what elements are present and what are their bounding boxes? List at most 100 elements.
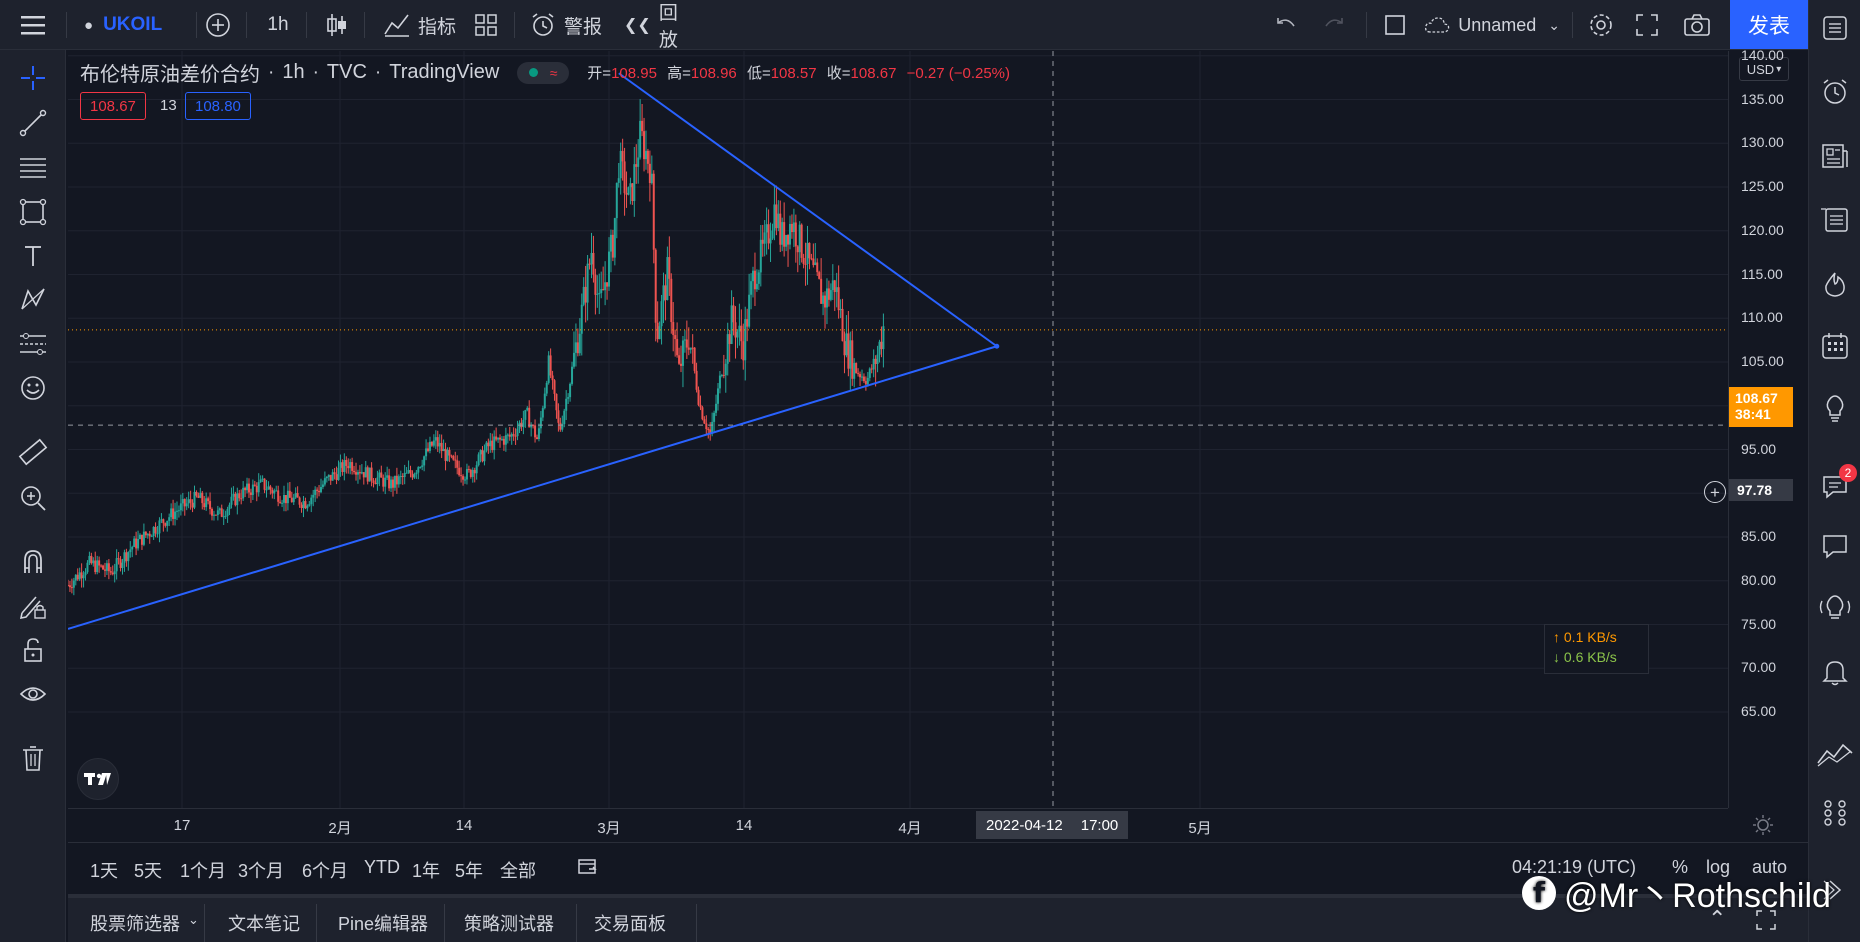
candle-body: [222, 516, 225, 518]
candle-body: [113, 571, 116, 575]
buy-price-button[interactable]: 108.80: [185, 92, 251, 120]
calendar-icon[interactable]: [1815, 326, 1855, 366]
compare-symbol-button[interactable]: [204, 0, 232, 50]
undo-button[interactable]: [1272, 0, 1300, 50]
range-button[interactable]: 5天: [134, 861, 163, 881]
price-scale[interactable]: USD ▾ 140.00 135.00 130.00 125.00 120.00 115.…: [1728, 47, 1806, 808]
templates-button[interactable]: [472, 0, 500, 50]
magnet-icon[interactable]: [13, 542, 53, 582]
candle-body: [506, 434, 509, 436]
rectangle-tool-icon[interactable]: [13, 192, 53, 232]
chevron-up-icon[interactable]: ⌃: [1708, 906, 1727, 931]
candle-body: [602, 289, 605, 291]
trash-icon[interactable]: [13, 738, 53, 778]
range-button[interactable]: 全部: [500, 861, 536, 881]
bottom-tab[interactable]: 交易面板: [594, 914, 666, 934]
range-button[interactable]: 5年: [455, 861, 484, 881]
interval-button[interactable]: 1h: [267, 14, 289, 35]
range-button[interactable]: 1天: [90, 861, 119, 881]
candle-body: [327, 474, 330, 477]
candle-body: [109, 571, 112, 573]
market-status-pill[interactable]: ≈: [517, 61, 570, 84]
zoom-in-icon[interactable]: [13, 478, 53, 518]
candle-body: [685, 339, 688, 348]
pattern-tool-icon[interactable]: [13, 280, 53, 320]
candle-body: [360, 472, 363, 474]
range-button[interactable]: 1年: [412, 861, 441, 881]
data-window-icon[interactable]: [1815, 200, 1855, 240]
price-chart[interactable]: [68, 51, 1728, 808]
alerts-button[interactable]: 警报: [530, 0, 602, 50]
hotlist-flame-icon[interactable]: [1815, 264, 1855, 304]
crosshair-tool-icon[interactable]: [13, 58, 53, 98]
indicators-button[interactable]: 指标: [380, 0, 460, 50]
sell-price-button[interactable]: 108.67: [80, 92, 146, 120]
chat-icon[interactable]: 2: [1815, 464, 1857, 506]
replay-label: 回放: [658, 3, 678, 51]
time-tick-label: 14: [735, 817, 753, 834]
alarm-clock-icon[interactable]: [1815, 72, 1855, 112]
object-tree-icon[interactable]: [1815, 792, 1855, 832]
emoji-tool-icon[interactable]: [13, 368, 53, 408]
notification-bell-icon[interactable]: [1815, 652, 1855, 692]
news-icon[interactable]: [1815, 136, 1855, 176]
collapse-sidebar-icon[interactable]: [1815, 870, 1855, 910]
candle-body: [615, 182, 618, 219]
chart-grid: [68, 51, 1728, 808]
symbol-description[interactable]: 布伦特原油差价合约: [80, 64, 260, 86]
text-tool-icon[interactable]: [13, 236, 53, 276]
bottom-tab[interactable]: 文本笔记: [228, 914, 300, 934]
maximize-panel-icon[interactable]: [1756, 910, 1776, 935]
redo-button[interactable]: [1320, 0, 1348, 50]
lock-drawing-mode-icon[interactable]: [13, 586, 53, 626]
chart-settings-sun-icon[interactable]: [1750, 812, 1776, 838]
range-button[interactable]: 3个月: [238, 861, 285, 881]
utc-clock[interactable]: 04:21:19 (UTC): [1512, 857, 1637, 877]
tradingview-logo[interactable]: [77, 758, 119, 800]
watchlist-icon[interactable]: [1815, 8, 1855, 48]
save-layout-button[interactable]: Unnamed ⌄: [1424, 0, 1560, 50]
publish-button[interactable]: 发表: [1730, 0, 1808, 49]
currency-button[interactable]: USD ▾: [1739, 57, 1789, 81]
range-button[interactable]: YTD: [364, 857, 400, 877]
eye-icon[interactable]: [13, 674, 53, 714]
chart-type-button[interactable]: [320, 0, 354, 50]
add-alert-plus-icon[interactable]: +: [1704, 481, 1726, 503]
go-to-date-icon[interactable]: [576, 855, 602, 881]
indicators-label: 指标: [417, 16, 456, 38]
fib-retracement-tool-icon[interactable]: [13, 148, 53, 188]
bottom-tab[interactable]: 策略测试器: [464, 914, 554, 934]
settings-button[interactable]: [1586, 0, 1616, 50]
bottom-tab[interactable]: Pine编辑器: [338, 914, 429, 934]
layout-select-button[interactable]: [1380, 0, 1410, 50]
candle-body: [96, 560, 99, 573]
auto-toggle[interactable]: auto: [1752, 857, 1788, 877]
candle-body: [728, 334, 731, 344]
square-icon: [1385, 15, 1405, 35]
log-toggle[interactable]: log: [1706, 857, 1731, 877]
ruler-tool-icon[interactable]: [13, 432, 53, 472]
symbol-search-button[interactable]: ● UKOIL: [84, 0, 194, 50]
fullscreen-button[interactable]: [1632, 0, 1662, 50]
percent-toggle[interactable]: %: [1672, 857, 1689, 877]
menu-icon[interactable]: [14, 0, 52, 50]
crosshair-time: 17:00: [1080, 816, 1119, 834]
range-button[interactable]: 1个月: [180, 861, 227, 881]
candle-body: [860, 376, 863, 378]
tips-lightbulb-icon[interactable]: [1815, 588, 1855, 628]
range-button[interactable]: 6个月: [302, 861, 349, 881]
messages-icon[interactable]: [1815, 526, 1855, 566]
candle-body: [343, 459, 346, 472]
trading-chart-icon[interactable]: [1815, 734, 1855, 774]
replay-button[interactable]: ❮❮ 回放: [624, 0, 694, 51]
unlock-icon[interactable]: [13, 630, 53, 670]
prediction-tool-icon[interactable]: [13, 324, 53, 364]
chevron-down-icon[interactable]: ⌄: [188, 912, 199, 927]
snapshot-button[interactable]: [1680, 0, 1714, 50]
bottom-tab[interactable]: 股票筛选器: [90, 914, 180, 934]
candle-body: [465, 469, 468, 480]
time-tick-label: 14: [455, 817, 473, 834]
trend-line-tool-icon[interactable]: [13, 103, 53, 143]
time-axis[interactable]: 17 2月 14 3月 14 4月 5月 2022-04-12 17:00: [68, 808, 1728, 842]
ideas-lightbulb-icon[interactable]: [1815, 388, 1855, 428]
